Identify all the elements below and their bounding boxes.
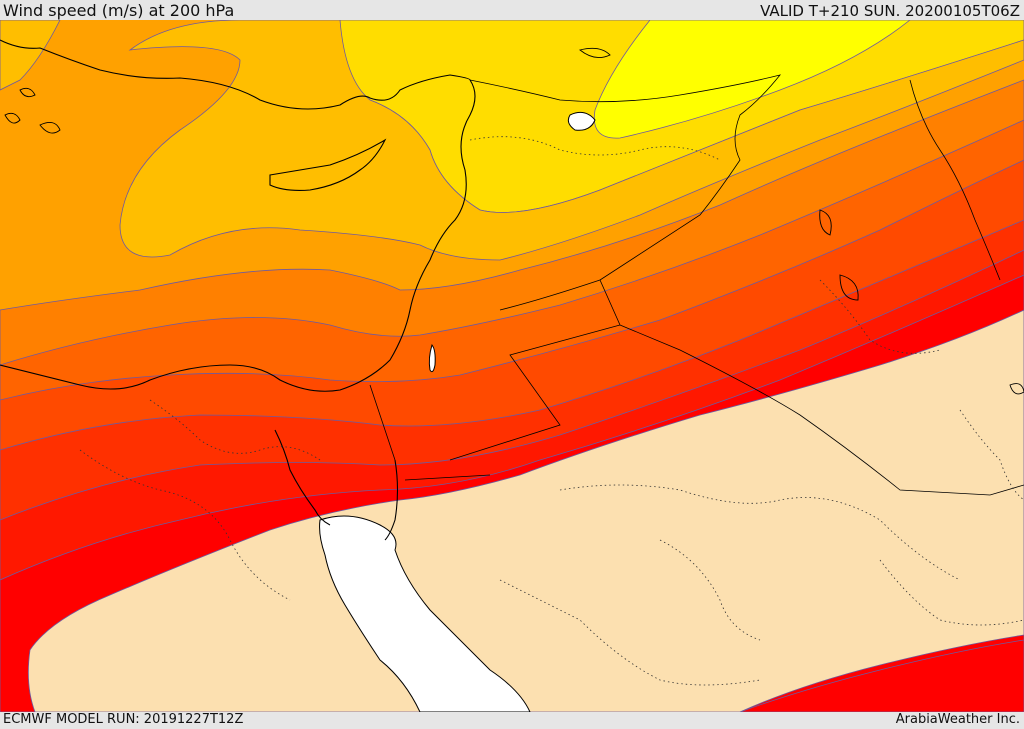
admin-boundaries — [79, 136, 1024, 686]
credit-label: ArabiaWeather Inc. — [895, 712, 1020, 727]
band-light-orange-1 — [119, 20, 1024, 261]
aegean-islands — [4, 47, 1024, 395]
lake-north — [567, 111, 596, 131]
cyprus-island — [269, 138, 387, 191]
coastline-sinai — [274, 429, 399, 541]
band-red-southeast — [739, 639, 1024, 712]
border-iran — [909, 79, 1001, 281]
band-light-orange-2 — [0, 20, 61, 91]
band-yellow — [593, 20, 911, 139]
border-egypt-israel — [369, 384, 491, 481]
map-footer: ECMWF MODEL RUN: 20191227T12Z ArabiaWeat… — [0, 712, 1024, 729]
border-syria-turkey — [469, 74, 782, 281]
map-title: Wind speed (m/s) at 200 hPa — [3, 1, 235, 20]
coastline-anatolia — [0, 39, 471, 110]
red-sea — [319, 515, 531, 712]
border-iraq-jordan — [449, 279, 1024, 496]
map-header: Wind speed (m/s) at 200 hPa VALID T+210 … — [0, 0, 1024, 20]
low-wind-region — [27, 309, 1024, 712]
wind-speed-map — [0, 20, 1024, 712]
coastline-mediterranean — [0, 79, 476, 392]
dead-sea — [428, 343, 436, 373]
model-run: ECMWF MODEL RUN: 20191227T12Z — [3, 712, 244, 727]
valid-time: VALID T+210 SUN. 20200105T06Z — [760, 2, 1020, 20]
